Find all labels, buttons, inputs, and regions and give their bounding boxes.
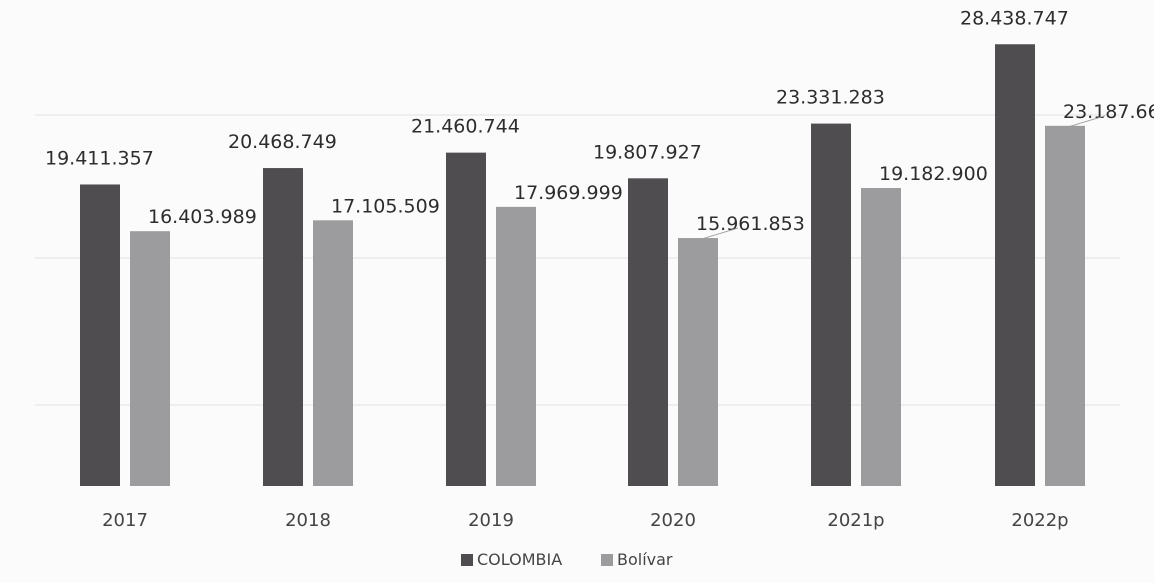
bar-bol-var-2020 xyxy=(678,238,718,486)
data-label-colombia-2019: 21.460.744 xyxy=(411,116,520,138)
data-label-bolivar-2018: 17.105.509 xyxy=(331,195,440,217)
bar-colombia-2021p xyxy=(811,123,851,486)
data-label-bolivar-2017: 16.403.989 xyxy=(148,206,257,228)
legend-swatch-bolivar xyxy=(601,554,613,566)
data-label-bolivar-2022p: 23.187.663 xyxy=(1063,101,1154,123)
bar-colombia-2017 xyxy=(80,184,120,486)
data-label-bolivar-2021p: 19.182.900 xyxy=(879,163,988,185)
bar-colombia-2020 xyxy=(628,178,668,486)
leader-line-2022p xyxy=(1069,115,1106,127)
legend-label-bolivar: Bolívar xyxy=(617,550,673,569)
bar-bol-var-2022p xyxy=(1045,125,1085,486)
x-tick-label-2020: 2020 xyxy=(650,510,696,531)
data-label-colombia-2022p: 28.438.747 xyxy=(960,7,1069,29)
x-tick-label-2018: 2018 xyxy=(285,510,331,531)
data-label-colombia-2018: 20.468.749 xyxy=(228,131,337,153)
bar-bol-var-2017 xyxy=(130,231,170,486)
data-label-colombia-2017: 19.411.357 xyxy=(45,147,154,169)
bar-colombia-2022p xyxy=(995,44,1035,486)
bar-bol-var-2019 xyxy=(496,206,536,486)
bar-bol-var-2021p xyxy=(861,188,901,486)
legend-label-colombia: COLOMBIA xyxy=(477,550,562,569)
leader-line-2020 xyxy=(702,227,739,240)
data-label-colombia-2021p: 23.331.283 xyxy=(776,87,885,109)
x-tick-label-2019: 2019 xyxy=(468,510,514,531)
x-tick-label-2017: 2017 xyxy=(102,510,148,531)
bar-bol-var-2018 xyxy=(313,220,353,486)
data-label-colombia-2020: 19.807.927 xyxy=(593,141,702,163)
x-tick-label-2022p: 2022p xyxy=(1011,510,1068,531)
data-label-bolivar-2020: 15.961.853 xyxy=(696,213,805,235)
x-tick-label-2021p: 2021p xyxy=(827,510,884,531)
data-label-bolivar-2019: 17.969.999 xyxy=(514,182,623,204)
bar-colombia-2019 xyxy=(446,152,486,486)
legend-swatch-colombia xyxy=(461,554,473,566)
bar-colombia-2018 xyxy=(263,168,303,486)
